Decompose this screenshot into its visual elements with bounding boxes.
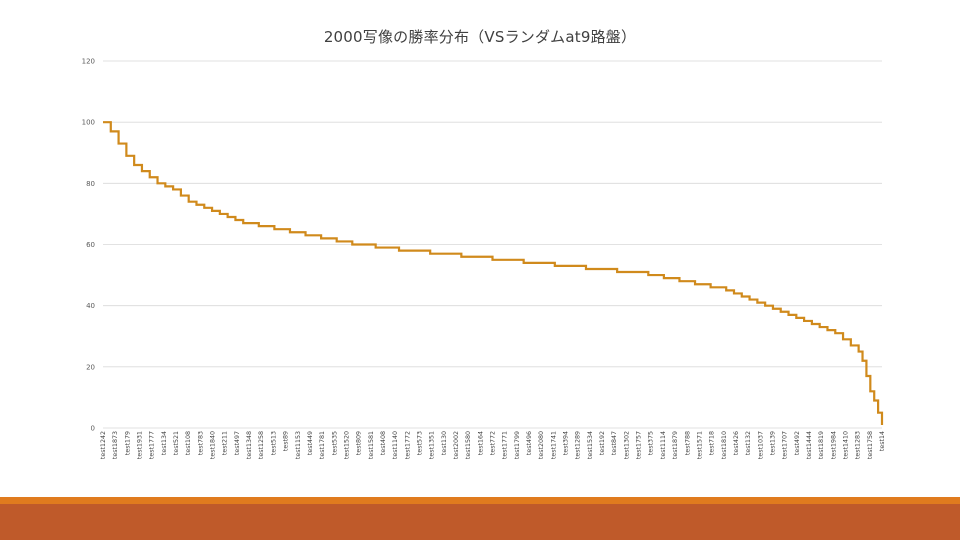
x-tick-label: test179: [124, 431, 131, 455]
x-tick-label: test1410: [842, 431, 849, 459]
x-tick-label: test1741: [550, 431, 557, 459]
x-tick-label: test449: [307, 431, 314, 455]
x-tick-label: test1289: [575, 431, 582, 459]
win-rate-line: [103, 121, 884, 425]
x-tick-label: test426: [733, 431, 740, 455]
x-tick-label: test573: [416, 431, 423, 455]
x-tick-label: test394: [563, 431, 570, 455]
series-group: [103, 121, 884, 425]
y-tick-label: 120: [82, 58, 95, 66]
x-tick-label: test521: [173, 431, 180, 455]
x-tick-label: test375: [648, 431, 655, 455]
x-tick-label: test809: [356, 431, 363, 455]
x-tick-label: test1520: [343, 431, 350, 459]
x-tick-label: test164: [477, 431, 484, 455]
y-tick-label: 60: [86, 241, 95, 249]
x-tick-label: test492: [794, 431, 801, 455]
x-tick-label: test1140: [392, 431, 399, 459]
x-tick-label: test1114: [660, 431, 667, 459]
x-tick-label: test1873: [112, 431, 119, 459]
x-tick-label: test134: [161, 431, 168, 455]
x-tick-label: test1777: [149, 431, 156, 459]
x-tick-label: test772: [490, 431, 497, 455]
y-tick-label: 0: [91, 425, 95, 433]
x-tick-label: test513: [270, 431, 277, 455]
x-tick-label: test847: [611, 431, 618, 455]
x-tick-label: test788: [684, 431, 691, 455]
x-tick-label: test1781: [319, 431, 326, 459]
y-tick-label: 80: [86, 180, 95, 188]
x-tick-label: test14: [879, 431, 886, 451]
x-tick-label: test139: [769, 431, 776, 455]
x-tick-label: test2002: [453, 431, 460, 459]
x-tick-label: test1534: [587, 431, 594, 459]
y-tick-label: 100: [82, 119, 95, 127]
x-tick-label: test1840: [210, 431, 217, 459]
x-tick-label: test1242: [100, 431, 107, 459]
x-tick-label: test783: [197, 431, 204, 455]
x-tick-label: test1758: [867, 431, 874, 459]
x-tick-label: test108: [185, 431, 192, 455]
footer-accent-bar: [0, 497, 960, 504]
x-tick-label: test1037: [757, 431, 764, 459]
x-axis: test1242 test1873 test179 test1931 test1777 t…: [100, 431, 886, 459]
x-tick-label: test1771: [502, 431, 509, 459]
x-tick-label: test1283: [855, 431, 862, 459]
x-tick-label: test1799: [514, 431, 521, 459]
x-tick-label: test1879: [672, 431, 679, 459]
x-tick-label: test535: [331, 431, 338, 455]
x-tick-label: test192: [599, 431, 606, 455]
x-tick-label: test1810: [721, 431, 728, 459]
x-tick-label: test1707: [782, 431, 789, 459]
x-tick-label: test1258: [258, 431, 265, 459]
x-tick-label: test1153: [295, 431, 302, 459]
x-tick-label: test1444: [806, 431, 813, 459]
x-tick-label: test1931: [137, 431, 144, 459]
x-tick-label: test1351: [429, 431, 436, 459]
x-tick-label: test496: [526, 431, 533, 455]
x-tick-label: test1757: [636, 431, 643, 459]
x-tick-label: test1571: [696, 431, 703, 459]
x-tick-label: test497: [234, 431, 241, 455]
y-tick-label: 20: [86, 363, 95, 371]
x-tick-label: test89: [283, 431, 290, 451]
x-tick-label: test211: [222, 431, 229, 455]
grid: [103, 60, 882, 429]
chart-title: 2000写像の勝率分布（VSランダムat9路盤）: [323, 28, 637, 46]
x-tick-label: test408: [380, 431, 387, 455]
x-tick-label: test1772: [404, 431, 411, 459]
x-tick-label: test1580: [465, 431, 472, 459]
x-tick-label: test1581: [368, 431, 375, 459]
x-tick-label: test1984: [830, 431, 837, 459]
x-tick-label: test1302: [623, 431, 630, 459]
x-tick-label: test718: [709, 431, 716, 455]
x-tick-label: test1819: [818, 431, 825, 459]
x-tick-label: test132: [745, 431, 752, 455]
x-tick-label: test1348: [246, 431, 253, 459]
footer-bar: [0, 504, 960, 540]
x-tick-label: test2080: [538, 431, 545, 459]
y-tick-label: 40: [86, 302, 95, 310]
y-axis: 0 20 40 60 80 100 120: [82, 58, 95, 433]
x-tick-label: test130: [441, 431, 448, 455]
